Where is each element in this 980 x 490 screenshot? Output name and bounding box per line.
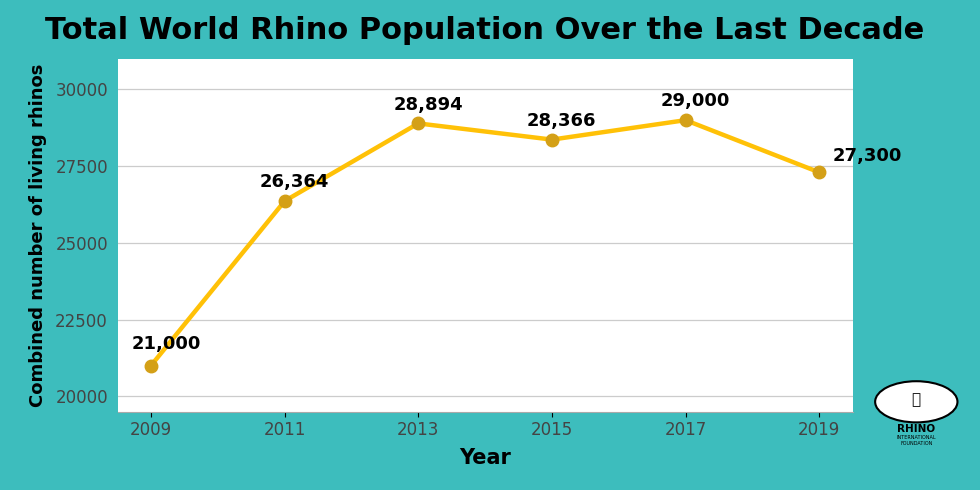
Title: Total World Rhino Population Over the Last Decade: Total World Rhino Population Over the La…	[45, 16, 925, 46]
Text: 28,894: 28,894	[393, 96, 463, 114]
Text: 29,000: 29,000	[661, 92, 730, 110]
Text: RHINO: RHINO	[898, 424, 935, 434]
Text: 26,364: 26,364	[260, 173, 329, 191]
Text: 🦏: 🦏	[911, 392, 921, 407]
Text: 27,300: 27,300	[833, 147, 903, 165]
Text: 21,000: 21,000	[131, 335, 201, 353]
Text: FOUNDATION: FOUNDATION	[900, 441, 933, 446]
Text: 28,366: 28,366	[527, 112, 597, 130]
Y-axis label: Combined number of living rhinos: Combined number of living rhinos	[28, 64, 47, 407]
Text: INTERNATIONAL: INTERNATIONAL	[897, 435, 936, 440]
X-axis label: Year: Year	[460, 448, 511, 467]
